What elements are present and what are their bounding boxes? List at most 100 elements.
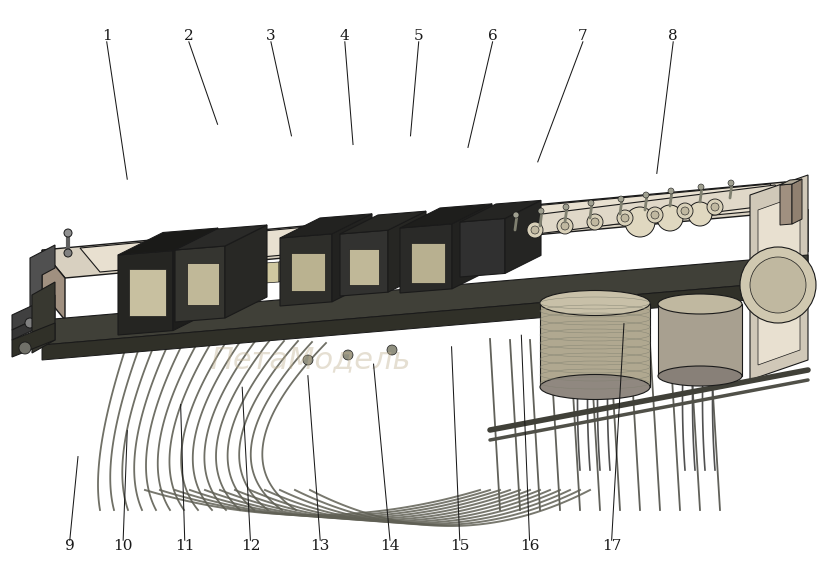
Polygon shape <box>80 184 790 272</box>
Polygon shape <box>332 214 372 302</box>
Circle shape <box>561 222 569 230</box>
Circle shape <box>343 350 353 360</box>
Text: 8: 8 <box>668 29 678 43</box>
Polygon shape <box>225 225 267 318</box>
Circle shape <box>617 210 633 226</box>
Polygon shape <box>400 204 492 228</box>
Circle shape <box>625 207 655 237</box>
Polygon shape <box>505 201 541 273</box>
Polygon shape <box>118 251 173 335</box>
Circle shape <box>740 247 816 323</box>
Polygon shape <box>213 265 241 287</box>
Polygon shape <box>12 295 55 330</box>
Polygon shape <box>460 201 541 222</box>
Ellipse shape <box>540 375 650 399</box>
Circle shape <box>618 196 624 202</box>
Text: 4: 4 <box>340 29 350 43</box>
Ellipse shape <box>658 366 742 386</box>
Polygon shape <box>175 246 225 322</box>
Polygon shape <box>780 179 802 185</box>
Polygon shape <box>175 225 267 250</box>
Text: 10: 10 <box>113 539 133 553</box>
Polygon shape <box>280 214 372 238</box>
Circle shape <box>538 208 544 214</box>
Polygon shape <box>340 211 426 234</box>
Text: 14: 14 <box>380 539 400 553</box>
Polygon shape <box>251 262 279 284</box>
Text: 6: 6 <box>488 29 498 43</box>
Circle shape <box>531 226 539 234</box>
Circle shape <box>563 204 569 210</box>
Polygon shape <box>241 262 246 285</box>
Circle shape <box>303 355 313 365</box>
Text: 9: 9 <box>65 539 75 553</box>
Polygon shape <box>317 256 322 279</box>
Circle shape <box>513 212 519 218</box>
Text: 16: 16 <box>520 539 539 553</box>
Circle shape <box>668 188 674 194</box>
Polygon shape <box>393 250 398 273</box>
Polygon shape <box>460 218 505 277</box>
FancyBboxPatch shape <box>411 243 445 283</box>
FancyBboxPatch shape <box>187 263 219 305</box>
Circle shape <box>591 218 599 226</box>
Polygon shape <box>340 230 388 296</box>
Polygon shape <box>431 247 436 270</box>
Circle shape <box>728 180 734 186</box>
Polygon shape <box>403 250 431 272</box>
Polygon shape <box>279 259 284 282</box>
Polygon shape <box>365 253 393 275</box>
Text: 11: 11 <box>175 539 195 553</box>
Circle shape <box>707 199 723 215</box>
Polygon shape <box>280 234 332 306</box>
FancyBboxPatch shape <box>349 249 379 285</box>
Polygon shape <box>12 323 55 357</box>
Polygon shape <box>785 182 808 252</box>
Ellipse shape <box>658 294 742 314</box>
Polygon shape <box>452 204 492 289</box>
Polygon shape <box>42 255 808 345</box>
Text: ПетаМодель: ПетаМодель <box>209 346 410 375</box>
Circle shape <box>698 184 704 190</box>
Circle shape <box>64 249 72 257</box>
Polygon shape <box>32 282 55 353</box>
Text: 12: 12 <box>241 539 260 553</box>
Polygon shape <box>327 256 355 278</box>
Text: 1: 1 <box>102 29 112 43</box>
Polygon shape <box>118 228 218 255</box>
Circle shape <box>19 342 31 354</box>
Polygon shape <box>30 245 55 312</box>
Circle shape <box>587 214 603 230</box>
Ellipse shape <box>540 291 650 316</box>
Polygon shape <box>289 259 317 281</box>
Text: 17: 17 <box>602 539 621 553</box>
Polygon shape <box>758 195 800 365</box>
Circle shape <box>657 205 683 231</box>
FancyBboxPatch shape <box>129 269 166 316</box>
Text: 15: 15 <box>450 539 470 553</box>
Circle shape <box>711 203 719 211</box>
Polygon shape <box>780 184 792 225</box>
Circle shape <box>387 345 397 355</box>
Text: 5: 5 <box>414 29 424 43</box>
Polygon shape <box>203 265 208 288</box>
Polygon shape <box>540 303 650 387</box>
Circle shape <box>64 229 72 237</box>
Circle shape <box>643 192 649 198</box>
Circle shape <box>527 222 543 238</box>
Circle shape <box>651 211 659 219</box>
Polygon shape <box>173 228 218 331</box>
Circle shape <box>588 200 594 206</box>
Circle shape <box>557 218 573 234</box>
Polygon shape <box>42 250 65 320</box>
Circle shape <box>688 202 712 226</box>
Circle shape <box>647 207 663 223</box>
Polygon shape <box>792 179 802 224</box>
Circle shape <box>621 214 629 222</box>
Polygon shape <box>175 268 203 290</box>
Text: 13: 13 <box>310 539 330 553</box>
Circle shape <box>25 318 35 328</box>
Polygon shape <box>42 182 808 278</box>
Circle shape <box>681 207 689 215</box>
Polygon shape <box>42 280 808 360</box>
